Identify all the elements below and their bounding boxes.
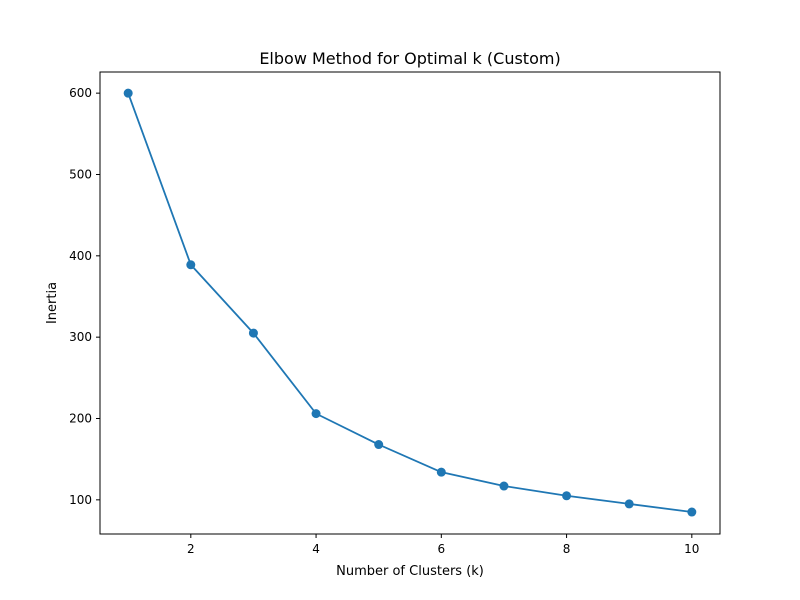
x-tick-label: 8 (563, 542, 571, 556)
data-point (311, 409, 321, 419)
series-layer (123, 88, 697, 517)
data-point (562, 491, 572, 501)
plot-frame (99, 71, 721, 535)
y-tick-label: 200 (69, 412, 92, 426)
y-tick-label: 500 (69, 167, 92, 181)
y-axis-ticks: 100 200 300 400 500 600 (69, 86, 100, 507)
x-tick-label: 6 (437, 542, 445, 556)
data-point (248, 328, 258, 338)
x-axis-label: Number of Clusters (k) (336, 564, 484, 579)
data-point (374, 440, 384, 450)
plot-area (100, 72, 720, 534)
y-tick-label: 300 (69, 330, 92, 344)
data-point (186, 260, 196, 270)
y-tick-label: 100 (69, 493, 92, 507)
x-tick-label: 2 (187, 542, 195, 556)
data-point (624, 499, 634, 509)
series-line (127, 92, 692, 513)
x-tick-label: 10 (684, 542, 699, 556)
x-tick-label: 4 (312, 542, 320, 556)
y-axis-label: Inertia (45, 282, 60, 324)
data-point (687, 507, 697, 517)
data-point (123, 88, 133, 98)
chart-title: Elbow Method for Optimal k (Custom) (259, 49, 560, 68)
data-point (436, 467, 446, 477)
y-tick-label: 600 (69, 86, 92, 100)
data-point (499, 481, 509, 491)
y-tick-label: 400 (69, 249, 92, 263)
x-axis-ticks: 2 4 6 8 10 (187, 534, 699, 556)
